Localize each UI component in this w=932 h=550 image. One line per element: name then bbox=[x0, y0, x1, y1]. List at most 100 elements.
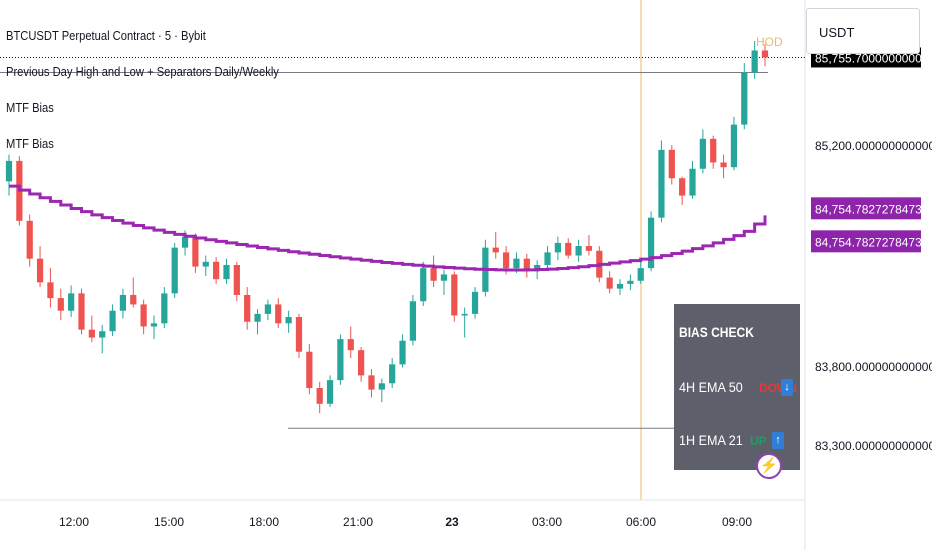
candle-body bbox=[637, 268, 644, 281]
time-axis[interactable]: 12:00 15:00 18:00 21:00 23 03:00 06:00 09:00 bbox=[59, 515, 752, 529]
ema-value-label: 84,754.7827278473216 bbox=[815, 235, 932, 249]
candle-body bbox=[430, 268, 437, 281]
candle-body bbox=[575, 246, 582, 256]
candle-body bbox=[99, 331, 106, 338]
candle-body bbox=[202, 261, 209, 267]
candle-body bbox=[523, 258, 530, 272]
candle-body bbox=[710, 138, 717, 163]
candle-body bbox=[150, 323, 158, 327]
candle-body bbox=[658, 149, 665, 218]
candle-body bbox=[316, 388, 323, 404]
candle-body bbox=[730, 124, 738, 168]
hod-label: HOD bbox=[756, 35, 783, 49]
candle-body bbox=[254, 313, 261, 322]
indicator-legend-mtf-bias-2[interactable]: MTF Bias bbox=[6, 136, 54, 151]
bias-row-label: 4H EMA 50 bbox=[679, 379, 743, 395]
candle-body bbox=[616, 283, 624, 289]
ema-value-tag bbox=[811, 230, 921, 253]
bias-row-label: 1H EMA 21 bbox=[679, 432, 743, 448]
candle-body bbox=[420, 268, 427, 302]
arrow-up-icon: ↑ bbox=[772, 432, 784, 449]
candle-body bbox=[337, 339, 344, 381]
price-axis[interactable]: 85,200.0000000000000 83,800.0000000000000… bbox=[811, 47, 932, 453]
candle-body bbox=[161, 293, 168, 324]
symbol-title[interactable]: BTCUSDT Perpetual Contract · 5 · Bybit bbox=[6, 28, 206, 43]
candle-body bbox=[461, 313, 468, 316]
currency-label: USDT bbox=[819, 25, 855, 40]
candle-body bbox=[751, 50, 758, 73]
candle-body bbox=[119, 294, 127, 311]
candle-body bbox=[513, 258, 520, 269]
candle-body bbox=[68, 293, 75, 311]
candle-body bbox=[668, 149, 675, 179]
grid bbox=[0, 0, 806, 550]
ema-line bbox=[9, 184, 767, 272]
time-tick-label: 06:00 bbox=[626, 515, 656, 529]
price-tick-label: 85,200.0000000000000 bbox=[815, 139, 932, 153]
candle-body bbox=[565, 242, 572, 256]
bias-check-title: BIAS CHECK bbox=[679, 324, 754, 340]
candle-body bbox=[244, 294, 251, 322]
lightning-icon[interactable]: ⚡ bbox=[756, 453, 782, 479]
candle-body bbox=[689, 168, 696, 196]
ema-50-line bbox=[9, 184, 767, 272]
candle-body bbox=[720, 162, 727, 168]
candle-body bbox=[47, 282, 54, 299]
candle-body bbox=[627, 280, 634, 284]
candle-body bbox=[36, 258, 44, 283]
candle-body bbox=[326, 380, 334, 404]
candle-body bbox=[88, 329, 95, 338]
price-tick-label: 83,800.0000000000000 bbox=[815, 360, 932, 374]
candle-body bbox=[492, 247, 499, 253]
candle-body bbox=[306, 351, 313, 389]
candle-body bbox=[451, 274, 458, 316]
candle-body bbox=[741, 72, 748, 125]
candle-body bbox=[502, 252, 510, 269]
time-tick-label: 15:00 bbox=[154, 515, 184, 529]
candle-body bbox=[409, 301, 416, 341]
arrow-down-icon: ↓ bbox=[781, 379, 793, 396]
candle-body bbox=[358, 350, 365, 376]
candle-body bbox=[130, 294, 137, 305]
candle-body bbox=[275, 304, 282, 324]
candle-body bbox=[109, 310, 116, 332]
time-tick-label: 23 bbox=[445, 515, 459, 529]
candle-body bbox=[554, 242, 561, 253]
candle-body bbox=[585, 246, 593, 251]
candle-body bbox=[679, 178, 686, 196]
candle-body bbox=[699, 138, 706, 169]
candle-body bbox=[399, 340, 406, 365]
candle-body bbox=[347, 339, 354, 351]
price-tick-label: 83,300.0000000000000 bbox=[815, 439, 932, 453]
candle-body bbox=[171, 247, 178, 294]
candle-body bbox=[285, 317, 292, 324]
candles bbox=[5, 41, 769, 414]
candle-body bbox=[606, 277, 613, 289]
indicator-legend-pdhl[interactable]: Previous Day High and Low + Separators D… bbox=[6, 64, 279, 79]
candle-body bbox=[761, 50, 769, 58]
candle-body bbox=[213, 261, 220, 280]
candle-body bbox=[233, 264, 240, 295]
candle-body bbox=[368, 375, 375, 390]
candle-body bbox=[181, 236, 189, 248]
candle-body bbox=[5, 160, 13, 182]
candle-body bbox=[26, 220, 33, 259]
bias-row-status: UP bbox=[750, 434, 767, 448]
current-price-label: 85,755.7000000000000 bbox=[815, 51, 932, 65]
ema-value-label: 84,754.7827278473216 bbox=[815, 202, 932, 216]
candle-body bbox=[544, 252, 551, 265]
time-tick-label: 18:00 bbox=[249, 515, 279, 529]
time-tick-label: 21:00 bbox=[343, 515, 373, 529]
time-tick-label: 03:00 bbox=[532, 515, 562, 529]
candle-body bbox=[389, 364, 396, 384]
indicator-legend-mtf-bias-1[interactable]: MTF Bias bbox=[6, 100, 54, 115]
time-tick-label: 12:00 bbox=[59, 515, 89, 529]
candle-body bbox=[192, 236, 199, 267]
candle-body bbox=[471, 291, 479, 314]
candle-body bbox=[78, 293, 85, 330]
candle-body bbox=[378, 383, 385, 390]
currency-selector[interactable]: USDT bbox=[806, 8, 920, 54]
candle-body bbox=[647, 217, 655, 269]
candle-body bbox=[295, 317, 303, 352]
bias-check-panel: BIAS CHECK 4H EMA 50 DOWN ↓ 1H EMA 21 UP… bbox=[674, 304, 800, 470]
